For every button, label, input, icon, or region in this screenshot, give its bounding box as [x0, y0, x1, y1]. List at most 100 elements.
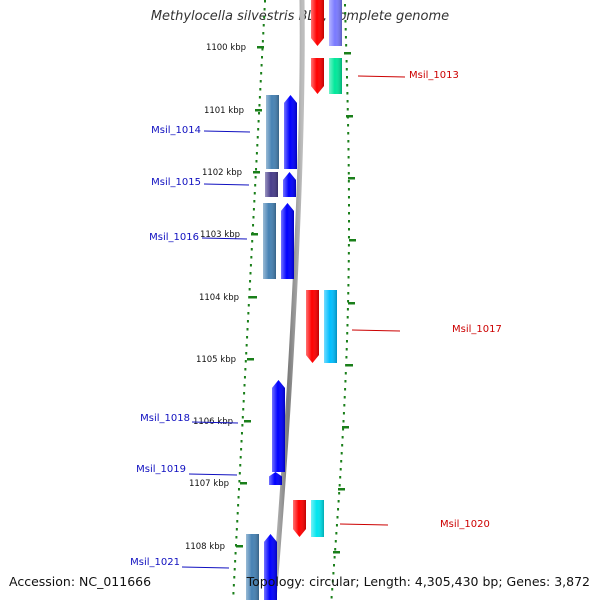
scale-dot	[232, 584, 235, 587]
scale-dot	[338, 484, 341, 487]
scale-dot	[255, 152, 258, 155]
scale-tick-label: 1107 kbp	[189, 479, 229, 489]
scale-dot	[258, 104, 261, 107]
scale-dot	[339, 468, 342, 471]
scale-tick-label: 1103 kbp	[200, 230, 240, 240]
gene-block-shade	[311, 0, 324, 46]
gene-block-shade	[329, 0, 342, 46]
gene-label[interactable]: Msil_1017	[452, 324, 502, 335]
gene-features	[246, 0, 342, 600]
scale-dot	[346, 308, 349, 311]
scale-dot	[347, 148, 350, 151]
scale-dot	[344, 4, 346, 7]
scale-dot	[341, 436, 344, 439]
gene-feature[interactable]	[263, 203, 294, 279]
scale-dot	[344, 388, 347, 391]
gene-feature[interactable]	[293, 500, 324, 537]
scale-dot	[346, 76, 349, 79]
gene-label-leader	[357, 75, 406, 78]
scale-tick-mark	[253, 171, 260, 174]
gene-label[interactable]: Msil_1018	[140, 413, 190, 424]
scale-dot	[347, 204, 350, 207]
scale-dot	[257, 128, 260, 131]
genome-backbone	[271, 0, 305, 600]
scale-dot	[333, 564, 336, 567]
gene-block-shade	[293, 500, 306, 537]
gene-block-shade	[281, 203, 294, 279]
scale-dot	[259, 80, 262, 83]
scale-dot	[250, 256, 253, 259]
scale-tick-label: 1104 kbp	[199, 293, 239, 303]
scale-dot	[234, 552, 237, 555]
scale-dot	[331, 588, 334, 591]
scale-dot	[338, 492, 341, 495]
scale-dot	[237, 488, 240, 491]
gene-feature[interactable]	[266, 95, 297, 169]
scale-dot	[243, 376, 246, 379]
scale-dot	[247, 312, 250, 315]
scale-dot	[242, 408, 245, 411]
scale-dot	[345, 356, 348, 359]
gene-feature[interactable]	[265, 172, 296, 197]
scale-dot	[346, 92, 349, 95]
scale-tick-mark	[247, 358, 254, 361]
scale-ticks: 1100 kbp 1101 kbp 1102 kbp 1103 kbp 1104 kbp…	[185, 0, 356, 599]
gene-label[interactable]: Msil_1019	[136, 464, 186, 475]
scale-tick-label: 1105 kbp	[196, 355, 236, 365]
scale-dot	[251, 240, 254, 243]
gene-label[interactable]: Msil_1015	[151, 177, 201, 188]
scale-dot	[246, 328, 249, 331]
scale-tick-label: 1100 kbp	[206, 43, 246, 53]
scale-dot	[237, 496, 240, 499]
scale-dot	[340, 452, 343, 455]
gene-feature[interactable]	[269, 472, 282, 485]
scale-dot	[342, 412, 345, 415]
scale-dot	[347, 260, 350, 263]
scale-dot	[343, 404, 346, 407]
scale-dot	[249, 264, 252, 267]
scale-dot	[233, 568, 236, 571]
scale-dot	[232, 592, 235, 595]
gene-block-shade	[272, 380, 285, 472]
gene-label[interactable]: Msil_1014	[151, 125, 201, 136]
gene-feature[interactable]	[306, 290, 337, 363]
gene-label[interactable]: Msil_1016	[149, 232, 199, 243]
scale-dot	[239, 464, 242, 467]
gene-block-shade	[263, 203, 276, 279]
scale-dot	[242, 400, 245, 403]
scale-dot	[246, 320, 249, 323]
scale-dot	[240, 448, 243, 451]
gene-label-leader	[339, 523, 389, 526]
gene-label[interactable]: Msil_1021	[130, 557, 180, 568]
scale-tick-label: 1108 kbp	[185, 542, 225, 552]
gene-feature[interactable]	[272, 380, 285, 472]
scale-dot	[243, 392, 246, 395]
gene-block-shade	[284, 95, 297, 169]
scale-dot	[336, 516, 339, 519]
gene-feature[interactable]	[311, 0, 342, 46]
scale-tick-mark	[346, 364, 353, 367]
scale-dot	[252, 208, 255, 211]
scale-dot	[261, 40, 264, 43]
scale-dot	[347, 156, 350, 159]
gene-feature[interactable]	[311, 58, 342, 94]
scale-dot	[347, 284, 350, 287]
gene-label[interactable]: Msil_1020	[440, 519, 490, 530]
scale-dot	[240, 432, 243, 435]
gene-feature[interactable]	[246, 534, 277, 600]
scale-dot	[346, 332, 349, 335]
scale-dot	[337, 508, 340, 511]
scale-dot	[244, 368, 247, 371]
scale-dot	[261, 56, 264, 59]
gene-block-shade	[266, 95, 279, 169]
gene-block-shade	[329, 58, 342, 94]
scale-dot	[344, 372, 347, 375]
scale-dot	[246, 336, 249, 339]
scale-dot	[335, 532, 338, 535]
gene-block-shade	[265, 172, 278, 197]
scale-dot	[247, 304, 250, 307]
gene-label-leader	[201, 237, 248, 240]
scale-dot	[339, 476, 342, 479]
gene-label[interactable]: Msil_1013	[409, 70, 459, 81]
scale-dot	[238, 480, 241, 483]
